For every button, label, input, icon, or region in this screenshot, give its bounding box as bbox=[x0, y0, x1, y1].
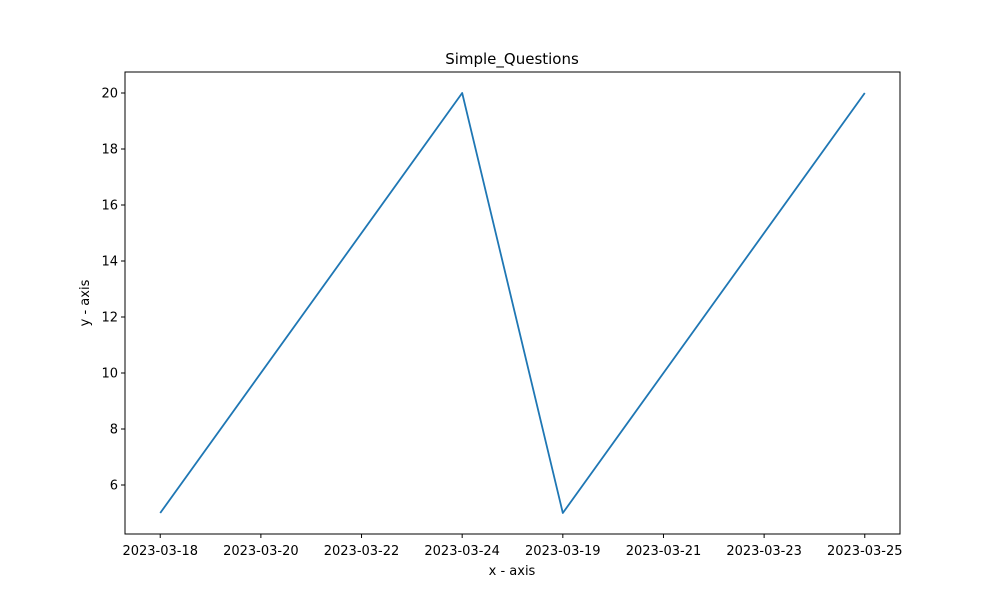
x-axis-ticks: 2023-03-18 2023-03-20 2023-03-22 2023-03-24… bbox=[122, 534, 903, 559]
x-tick-label: 2023-03-22 bbox=[324, 544, 400, 559]
x-tick-label: 2023-03-23 bbox=[726, 544, 802, 559]
x-tick-label: 2023-03-25 bbox=[827, 544, 903, 559]
y-tick-label: 20 bbox=[101, 87, 118, 102]
x-tick-label: 2023-03-18 bbox=[122, 544, 198, 559]
plot-frame bbox=[124, 71, 901, 535]
y-tick-label: 10 bbox=[101, 367, 118, 382]
x-tick-label: 2023-03-21 bbox=[626, 544, 702, 559]
series-line bbox=[159, 92, 866, 514]
y-tick-label: 6 bbox=[110, 479, 118, 494]
y-axis-label: y - axis bbox=[78, 279, 93, 326]
chart-title: Simple_Questions bbox=[445, 50, 579, 69]
x-tick-label: 2023-03-19 bbox=[525, 544, 601, 559]
x-axis-label: x - axis bbox=[489, 564, 536, 579]
y-tick-label: 8 bbox=[110, 423, 118, 438]
y-tick-label: 12 bbox=[101, 311, 118, 326]
x-tick-label: 2023-03-20 bbox=[223, 544, 299, 559]
plot-area bbox=[159, 92, 866, 514]
y-tick-label: 18 bbox=[101, 143, 118, 158]
y-tick-label: 16 bbox=[101, 199, 118, 214]
y-tick-label: 14 bbox=[101, 255, 118, 270]
x-tick-label: 2023-03-24 bbox=[424, 544, 500, 559]
y-axis-ticks: 6 8 10 12 14 16 18 20 bbox=[101, 87, 125, 494]
